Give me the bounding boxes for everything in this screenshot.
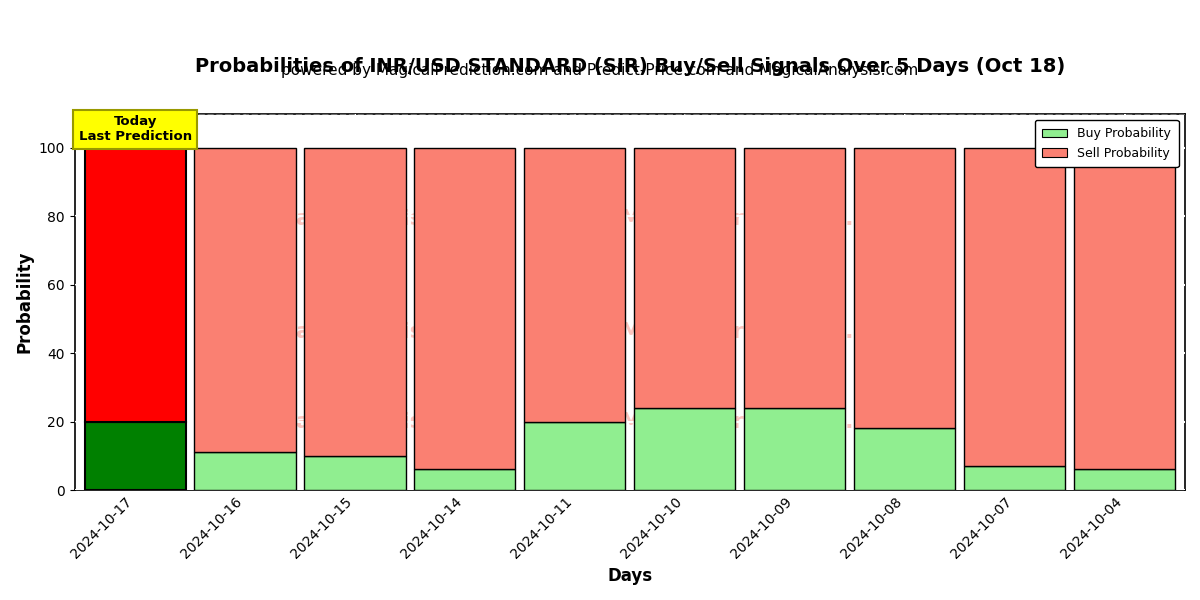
Text: powered by MagicalPrediction.com and Predict-Price.com and MagicalAnalysis.com: powered by MagicalPrediction.com and Pre… [281,63,919,78]
Text: MagicalPrediction.com: MagicalPrediction.com [620,322,906,342]
Bar [854,428,955,490]
Text: MagicalPrediction.com: MagicalPrediction.com [620,209,906,229]
Legend: Buy Probability, Sell Probability: Buy Probability, Sell Probability [1034,120,1178,167]
Bar [964,148,1066,466]
Text: MagicalAnalysis.com: MagicalAnalysis.com [222,322,482,342]
Bar [635,408,736,490]
Bar [305,148,406,456]
Bar [524,148,625,422]
Y-axis label: Probability: Probability [16,251,34,353]
Text: Today
Last Prediction: Today Last Prediction [78,115,192,143]
Text: MagicalPrediction.com: MagicalPrediction.com [620,412,906,432]
Bar [744,148,845,408]
Bar [635,148,736,408]
Bar [194,148,295,452]
Bar [744,408,845,490]
Bar [1074,148,1175,469]
Text: MagicalAnalysis.com: MagicalAnalysis.com [222,209,482,229]
Bar [854,148,955,428]
Bar [84,422,186,490]
Bar [194,452,295,490]
X-axis label: Days: Days [607,567,653,585]
Bar [305,456,406,490]
Bar [414,148,516,469]
Title: Probabilities of INR/USD STANDARD (SIR) Buy/Sell Signals Over 5 Days (Oct 18): Probabilities of INR/USD STANDARD (SIR) … [194,57,1064,76]
Bar [84,148,186,422]
Bar [414,469,516,490]
Text: MagicalAnalysis.com: MagicalAnalysis.com [222,412,482,432]
Bar [524,422,625,490]
Bar [964,466,1066,490]
Bar [1074,469,1175,490]
